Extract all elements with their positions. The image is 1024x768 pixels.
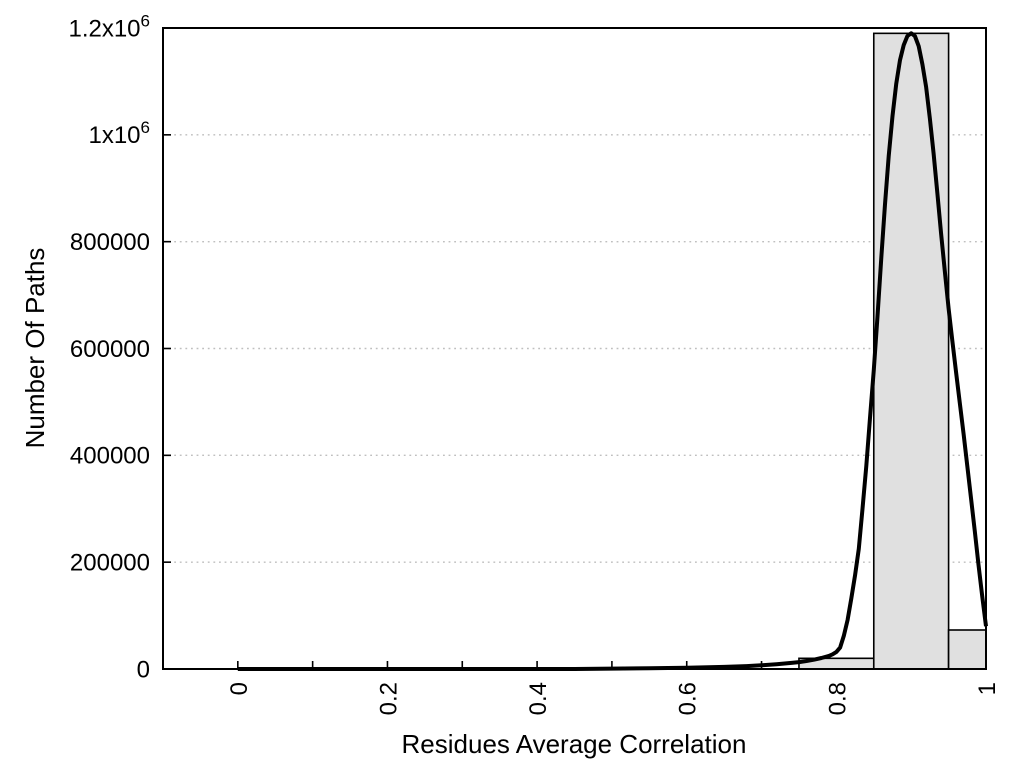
tick-labels-layer: 0 0.2 0.4 0.6 0.8 1 0 200000 400000 600000 800000 1… (68, 11, 1001, 715)
x-tick-label: 1 (974, 682, 1001, 695)
x-tick-label: 0 (226, 682, 253, 695)
y-tick-label: 400000 (70, 443, 150, 470)
x-axis-title: Residues Average Correlation (402, 729, 747, 759)
x-tick-label: 0.6 (675, 682, 702, 715)
x-tick-label: 0.4 (525, 682, 552, 715)
y-axis-title: Number Of Paths (20, 248, 50, 449)
histogram-bar (947, 629, 987, 670)
plot-border (162, 27, 987, 670)
x-tick-label: 0.8 (824, 682, 851, 715)
y-tick-label: 800000 (70, 229, 150, 256)
y-tick-label: 0 (137, 656, 150, 683)
x-tick-label: 0.2 (375, 682, 402, 715)
plot-border-layer (162, 27, 987, 670)
histogram-bar (872, 32, 950, 670)
y-tick-label: 1x106 (88, 118, 150, 149)
density-curve-layer (237, 31, 988, 671)
density-curve (237, 31, 988, 671)
y-tick-label: 1.2x106 (68, 11, 150, 42)
y-tick-label: 200000 (70, 550, 150, 577)
y-tick-label: 600000 (70, 336, 150, 363)
